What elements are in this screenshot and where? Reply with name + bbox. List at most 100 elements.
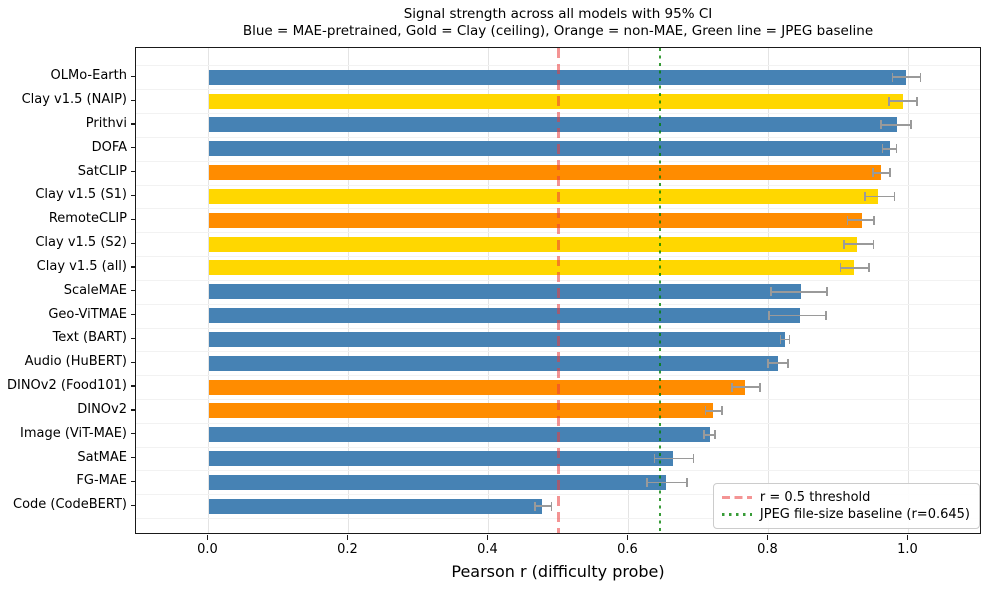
error-bar-cap: [888, 96, 890, 106]
bar: [208, 427, 710, 443]
dashed-line-icon: [721, 496, 752, 499]
error-bar-cap: [788, 334, 791, 344]
error-bar-cap: [839, 263, 842, 273]
legend: r = 0.5 threshold JPEG file-size baselin…: [712, 483, 980, 529]
bar: [208, 260, 854, 276]
error-bar: [771, 290, 828, 293]
error-bar: [847, 219, 875, 222]
y-tick-mark: [130, 290, 135, 292]
error-bar: [705, 410, 723, 412]
error-bar: [881, 124, 912, 126]
x-axis-label: Pearson r (difficulty probe): [451, 562, 665, 581]
bar: [208, 498, 542, 514]
y-tick-label: OLMo-Earth: [50, 68, 127, 84]
legend-label-jpeg-baseline: JPEG file-size baseline (r=0.645): [759, 507, 970, 522]
bar: [208, 355, 778, 371]
y-tick-mark: [130, 99, 135, 101]
y-tick-mark: [130, 171, 135, 173]
error-bar: [865, 195, 895, 198]
error-bar-cap: [919, 72, 922, 82]
y-tick-label: Audio (HuBERT): [24, 354, 127, 370]
x-gridline: [908, 48, 909, 533]
bar: [208, 474, 667, 490]
y-tick-label: DINOv2: [77, 401, 127, 417]
error-bar: [769, 314, 826, 317]
y-tick-label: SatCLIP: [77, 163, 127, 179]
y-tick-label: RemoteCLIP: [48, 211, 127, 227]
y-tick-mark: [130, 480, 135, 482]
y-tick-mark: [130, 75, 135, 77]
error-bar-cap: [893, 191, 896, 201]
error-bar: [888, 100, 917, 103]
error-bar-cap: [779, 334, 782, 344]
error-bar-cap: [645, 477, 648, 487]
bar: [208, 212, 862, 228]
error-bar-cap: [881, 144, 884, 154]
bar: [208, 188, 879, 204]
y-tick-mark: [130, 456, 135, 459]
legend-row-jpeg-baseline: JPEG file-size baseline (r=0.645): [721, 506, 970, 523]
chart-subtitle: Blue = MAE-pretrained, Gold = Clay (ceil…: [242, 22, 874, 39]
x-tick-mark: [906, 535, 909, 540]
y-tick-label: Clay v1.5 (S1): [35, 187, 127, 203]
x-tick-mark: [206, 535, 209, 540]
y-tick-mark: [130, 385, 135, 387]
error-bar-cap: [826, 287, 829, 297]
bar: [208, 451, 674, 467]
bar: [208, 93, 903, 109]
plot-area: [135, 47, 981, 534]
bar: [208, 379, 745, 395]
y-tick-mark: [130, 409, 135, 411]
y-tick-mark: [130, 194, 135, 197]
error-bar-cap: [873, 215, 876, 225]
error-bar-cap: [686, 477, 689, 487]
y-tick-label: FG-MAE: [76, 473, 127, 489]
legend-label-threshold: r = 0.5 threshold: [759, 490, 871, 505]
bar: [208, 165, 882, 181]
error-bar: [534, 505, 552, 508]
error-bar-cap: [692, 454, 695, 464]
x-tick-mark: [626, 535, 629, 540]
error-bar: [892, 76, 921, 79]
bar: [208, 331, 785, 347]
error-bar-cap: [703, 430, 705, 440]
error-bar: [732, 386, 761, 388]
x-tick-label: 0.0: [197, 542, 218, 557]
x-tick-label: 0.8: [757, 542, 778, 557]
error-bar-cap: [550, 501, 553, 511]
y-tick-mark: [130, 147, 135, 149]
y-tick-label: Prithvi: [85, 115, 127, 131]
error-bar-cap: [533, 501, 536, 511]
error-bar-cap: [825, 311, 827, 321]
y-tick-label: Clay v1.5 (NAIP): [21, 92, 127, 108]
error-bar-cap: [704, 406, 707, 416]
y-tick-mark: [130, 504, 135, 506]
y-tick-mark: [130, 433, 135, 435]
x-tick-label: 0.6: [617, 542, 638, 557]
error-bar-cap: [889, 168, 892, 178]
y-tick-label: ScaleMAE: [63, 282, 127, 298]
error-bar: [654, 457, 694, 460]
y-tick-label: Text (BART): [52, 330, 127, 346]
bar: [208, 236, 858, 252]
error-bar-cap: [787, 358, 789, 368]
error-bar-cap: [770, 287, 773, 297]
y-tick-label: DOFA: [91, 139, 127, 155]
error-bar-cap: [714, 430, 717, 440]
bar: [208, 117, 897, 133]
y-tick-label: Geo-ViTMAE: [48, 306, 127, 322]
x-tick-mark: [766, 535, 769, 540]
error-bar-cap: [868, 263, 871, 273]
error-bar-cap: [731, 382, 733, 392]
jpeg-baseline-line: [658, 48, 662, 533]
threshold-line: [557, 48, 560, 533]
y-tick-mark: [130, 266, 135, 268]
error-bar: [882, 147, 897, 150]
error-bar: [844, 243, 874, 245]
x-tick-label: 0.4: [477, 542, 498, 557]
error-bar: [840, 267, 870, 269]
y-tick-mark: [130, 123, 135, 125]
y-tick-label: SatMAE: [77, 449, 127, 465]
error-bar: [767, 362, 789, 365]
